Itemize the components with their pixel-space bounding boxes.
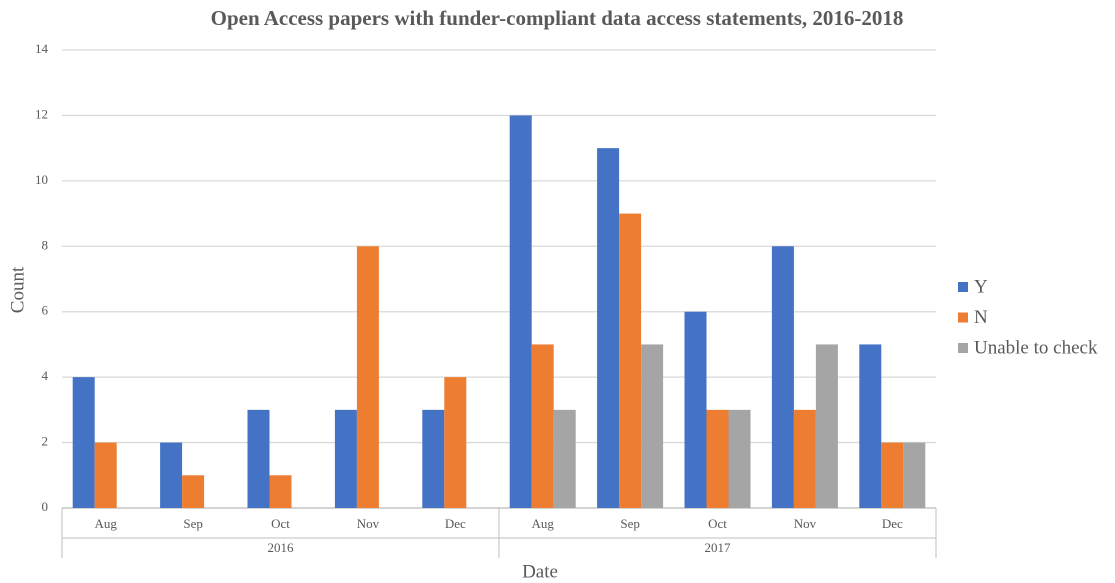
legend-swatch bbox=[958, 343, 968, 353]
legend-label: Y bbox=[974, 276, 988, 297]
bar bbox=[94, 442, 117, 508]
x-tick-label: Aug bbox=[95, 516, 118, 531]
bar bbox=[334, 409, 357, 508]
bar bbox=[859, 344, 882, 508]
y-tick-label: 4 bbox=[42, 368, 49, 383]
bar bbox=[728, 409, 751, 508]
bar bbox=[706, 409, 729, 508]
bar bbox=[815, 344, 838, 508]
bar bbox=[641, 344, 664, 508]
legend-label: Unable to check bbox=[974, 337, 1098, 358]
chart-title: Open Access papers with funder-compliant… bbox=[211, 6, 904, 30]
bar bbox=[72, 377, 95, 508]
y-tick-label: 0 bbox=[42, 499, 49, 514]
bar bbox=[531, 344, 554, 508]
bar bbox=[684, 311, 707, 508]
bar bbox=[903, 442, 926, 508]
bar bbox=[881, 442, 904, 508]
bar bbox=[247, 409, 270, 508]
bar bbox=[553, 409, 576, 508]
group-label: 2016 bbox=[268, 540, 295, 555]
x-tick-label: Oct bbox=[271, 516, 290, 531]
bar bbox=[444, 377, 467, 508]
x-tick-label: Nov bbox=[794, 516, 817, 531]
legend-swatch bbox=[958, 282, 968, 292]
legend-label: N bbox=[974, 307, 988, 328]
x-tick-label: Oct bbox=[708, 516, 727, 531]
legend-swatch bbox=[958, 312, 968, 323]
bar bbox=[269, 475, 292, 508]
y-tick-label: 12 bbox=[35, 106, 48, 121]
bar bbox=[422, 409, 445, 508]
bar bbox=[182, 475, 205, 508]
x-tick-label: Nov bbox=[357, 516, 380, 531]
y-tick-label: 2 bbox=[42, 434, 49, 449]
y-tick-label: 8 bbox=[42, 237, 49, 252]
y-tick-label: 10 bbox=[35, 172, 48, 187]
bar bbox=[509, 115, 532, 508]
x-tick-label: Aug bbox=[532, 516, 555, 531]
group-label: 2017 bbox=[705, 540, 732, 555]
bar bbox=[619, 213, 642, 509]
bar bbox=[771, 246, 794, 509]
bar bbox=[160, 442, 183, 508]
bar bbox=[597, 148, 620, 508]
y-axis-label: Count bbox=[7, 266, 28, 313]
x-tick-label: Sep bbox=[183, 516, 203, 531]
x-tick-label: Dec bbox=[445, 516, 466, 531]
bar bbox=[793, 409, 816, 508]
x-axis-label: Date bbox=[522, 561, 558, 582]
x-tick-label: Sep bbox=[620, 516, 640, 531]
y-tick-label: 6 bbox=[42, 303, 49, 318]
bar bbox=[356, 246, 379, 509]
x-tick-label: Dec bbox=[882, 516, 903, 531]
y-tick-label: 14 bbox=[35, 41, 49, 56]
